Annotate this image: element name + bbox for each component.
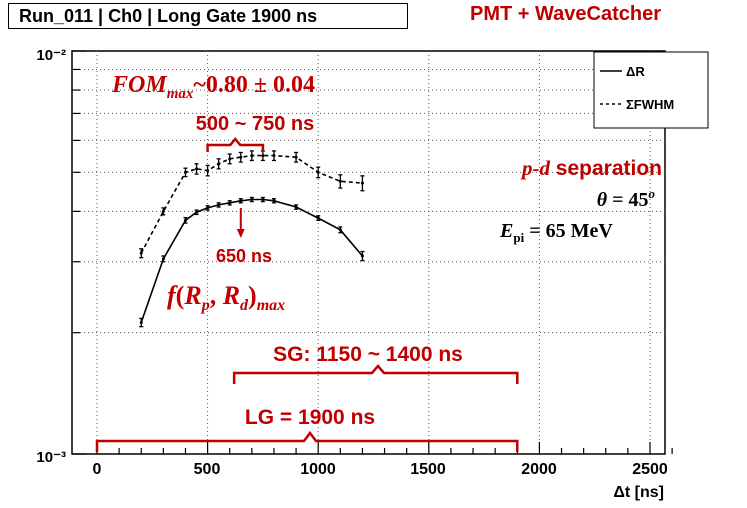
x-tick-label: 500	[194, 461, 221, 478]
data-point	[338, 228, 342, 232]
data-point	[360, 254, 364, 258]
data-point	[239, 155, 243, 159]
data-point	[360, 181, 364, 185]
data-point	[316, 216, 320, 220]
data-point	[294, 205, 298, 209]
separation-label: p-d separation	[520, 156, 662, 180]
data-point	[161, 257, 165, 261]
x-axis-title: Δt [ns]	[613, 484, 664, 501]
data-point	[206, 206, 210, 210]
x-tick-label: 1000	[300, 461, 336, 478]
legend-label: ΣFWHM	[626, 97, 674, 112]
data-point	[294, 155, 298, 159]
theta-label: θ = 45o	[597, 186, 656, 211]
y-tick-label-bottom: 10⁻³	[36, 449, 66, 466]
axis-ticks	[72, 50, 673, 455]
brand-label: PMT + WaveCatcher	[470, 3, 661, 25]
fom-range-bracket	[206, 137, 265, 152]
x-tick-label: 1500	[410, 461, 446, 478]
data-point	[161, 209, 165, 213]
chart-title-box: Run_011 | Ch0 | Long Gate 1900 ns	[8, 3, 408, 29]
legend: ΔR ΣFWHM	[593, 51, 709, 129]
data-point	[250, 198, 254, 202]
series-group	[139, 150, 365, 328]
data-point	[139, 251, 143, 255]
grid-lines	[72, 51, 665, 454]
data-point	[228, 157, 232, 161]
x-tick-label: 2500	[632, 461, 668, 478]
data-point	[250, 154, 254, 158]
data-point	[183, 170, 187, 174]
lg-bracket	[95, 430, 519, 452]
data-point	[228, 201, 232, 205]
data-point	[261, 198, 265, 202]
data-point	[206, 169, 210, 173]
data-point	[261, 154, 265, 158]
sg-label: SG: 1150 ~ 1400 ns	[273, 343, 463, 366]
plot-frame	[71, 50, 666, 455]
data-point	[183, 218, 187, 222]
chart-title: Run_011 | Ch0 | Long Gate 1900 ns	[19, 6, 318, 26]
data-point	[217, 203, 221, 207]
sg-bracket	[232, 364, 519, 384]
lg-label: LG = 1900 ns	[245, 406, 375, 429]
data-point	[316, 170, 320, 174]
fom-range-label: 500 ~ 750 ns	[196, 113, 314, 135]
data-point	[139, 320, 143, 324]
data-point	[217, 162, 221, 166]
data-point	[272, 199, 276, 203]
data-point	[239, 199, 243, 203]
x-tick-label: 2000	[521, 461, 557, 478]
peak-arrowhead	[236, 229, 245, 238]
legend-label: ΔR	[626, 64, 645, 79]
x-tick-label: 0	[93, 461, 102, 478]
data-point	[272, 154, 276, 158]
data-point	[195, 167, 199, 171]
y-tick-label-top: 10⁻²	[36, 47, 66, 64]
series-line	[140, 154, 363, 254]
data-point	[338, 179, 342, 183]
energy-label: Epi = 65 MeV	[499, 220, 613, 245]
fmax-annotation: f(Rp, Rd)max	[167, 281, 285, 314]
data-point	[195, 210, 199, 214]
legend-box	[593, 51, 709, 129]
peak-label: 650 ns	[216, 246, 272, 266]
fom-annotation: FOMmax~0.80 ± 0.04	[111, 72, 315, 102]
